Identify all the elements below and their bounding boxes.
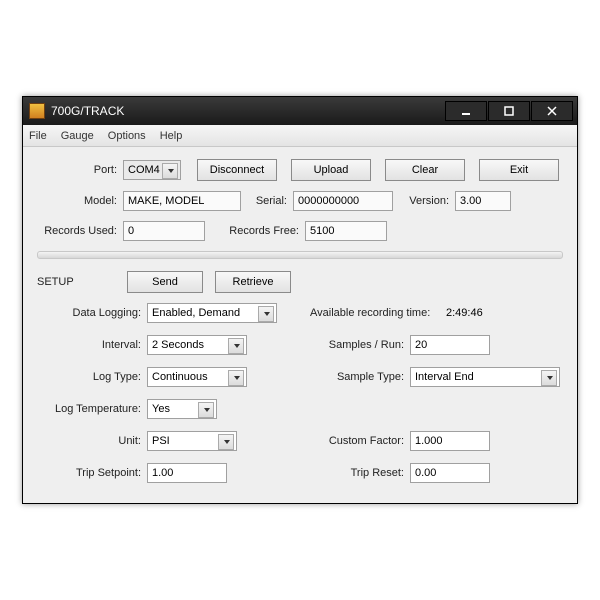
port-select[interactable]: COM4 [123, 160, 181, 180]
records-free-field: 5100 [305, 221, 387, 241]
model-label: Model: [37, 195, 123, 207]
trip-setpoint-label: Trip Setpoint: [37, 467, 147, 479]
app-icon [29, 103, 45, 119]
setup-title: SETUP [37, 276, 107, 288]
log-type-value: Continuous [152, 371, 208, 383]
titlebar: 700G/TRACK [23, 97, 577, 125]
info-row-2: Records Used: 0 Records Free: 5100 [37, 221, 563, 241]
model-field: MAKE, MODEL [123, 191, 241, 211]
log-type-select[interactable]: Continuous [147, 367, 247, 387]
info-row-1: Model: MAKE, MODEL Serial: 0000000000 Ve… [37, 191, 563, 211]
log-temp-value: Yes [152, 403, 170, 415]
interval-label: Interval: [37, 339, 147, 351]
interval-value: 2 Seconds [152, 339, 204, 351]
menu-options[interactable]: Options [108, 130, 146, 142]
setup-header: SETUP Send Retrieve [37, 271, 563, 293]
divider [37, 251, 563, 259]
port-label: Port: [37, 164, 123, 176]
serial-label: Serial: [241, 195, 293, 207]
toolbar-row: Port: COM4 Disconnect Upload Clear Exit [37, 159, 563, 181]
close-button[interactable] [531, 101, 573, 121]
records-used-label: Records Used: [37, 225, 123, 237]
data-logging-label: Data Logging: [37, 307, 147, 319]
version-field: 3.00 [455, 191, 511, 211]
log-temp-select[interactable]: Yes [147, 399, 217, 419]
serial-field: 0000000000 [293, 191, 393, 211]
maximize-button[interactable] [488, 101, 530, 121]
menu-help[interactable]: Help [160, 130, 183, 142]
send-button[interactable]: Send [127, 271, 203, 293]
disconnect-button[interactable]: Disconnect [197, 159, 277, 181]
samples-run-field[interactable]: 20 [410, 335, 490, 355]
recording-time-value: 2:49:46 [440, 307, 483, 319]
log-type-label: Log Type: [37, 371, 147, 383]
client-area: Port: COM4 Disconnect Upload Clear Exit … [23, 147, 577, 503]
sample-type-value: Interval End [415, 371, 474, 383]
trip-reset-label: Trip Reset: [310, 467, 410, 479]
recording-time-label: Available recording time: [310, 307, 440, 319]
port-value: COM4 [128, 164, 160, 176]
app-window: 700G/TRACK File Gauge Options Help Port:… [22, 96, 578, 504]
retrieve-button[interactable]: Retrieve [215, 271, 291, 293]
menu-gauge[interactable]: Gauge [61, 130, 94, 142]
setup-grid: Data Logging: Enabled, Demand Available … [37, 303, 563, 483]
records-used-field: 0 [123, 221, 205, 241]
data-logging-value: Enabled, Demand [152, 307, 240, 319]
menu-file[interactable]: File [29, 130, 47, 142]
log-temp-label: Log Temperature: [37, 403, 147, 415]
unit-label: Unit: [37, 435, 147, 447]
trip-reset-field[interactable]: 0.00 [410, 463, 490, 483]
version-label: Version: [393, 195, 455, 207]
samples-run-label: Samples / Run: [310, 339, 410, 351]
clear-button[interactable]: Clear [385, 159, 465, 181]
window-title: 700G/TRACK [51, 104, 444, 118]
custom-factor-field[interactable]: 1.000 [410, 431, 490, 451]
unit-value: PSI [152, 435, 170, 447]
data-logging-select[interactable]: Enabled, Demand [147, 303, 277, 323]
sample-type-select[interactable]: Interval End [410, 367, 560, 387]
minimize-button[interactable] [445, 101, 487, 121]
unit-select[interactable]: PSI [147, 431, 237, 451]
menubar: File Gauge Options Help [23, 125, 577, 147]
window-buttons [444, 101, 573, 121]
records-free-label: Records Free: [205, 225, 305, 237]
interval-select[interactable]: 2 Seconds [147, 335, 247, 355]
upload-button[interactable]: Upload [291, 159, 371, 181]
sample-type-label: Sample Type: [310, 371, 410, 383]
exit-button[interactable]: Exit [479, 159, 559, 181]
custom-factor-label: Custom Factor: [310, 435, 410, 447]
trip-setpoint-field[interactable]: 1.00 [147, 463, 227, 483]
